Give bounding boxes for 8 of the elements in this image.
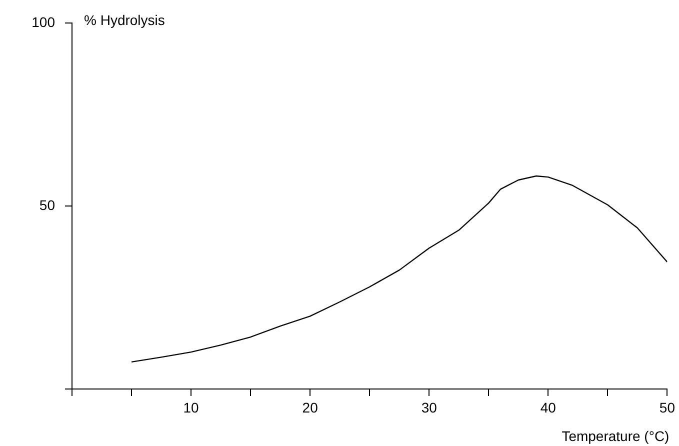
x-tick-label: 30	[421, 399, 438, 416]
y-axis-title: % Hydrolysis	[84, 12, 165, 28]
x-axis-title: Temperature (°C)	[562, 428, 670, 444]
x-tick-label: 20	[302, 399, 318, 416]
x-tick-label: 40	[540, 399, 556, 416]
x-tick-label: 50	[659, 399, 676, 416]
y-tick-label: 100	[32, 14, 56, 30]
x-tick-label: 10	[183, 399, 200, 416]
